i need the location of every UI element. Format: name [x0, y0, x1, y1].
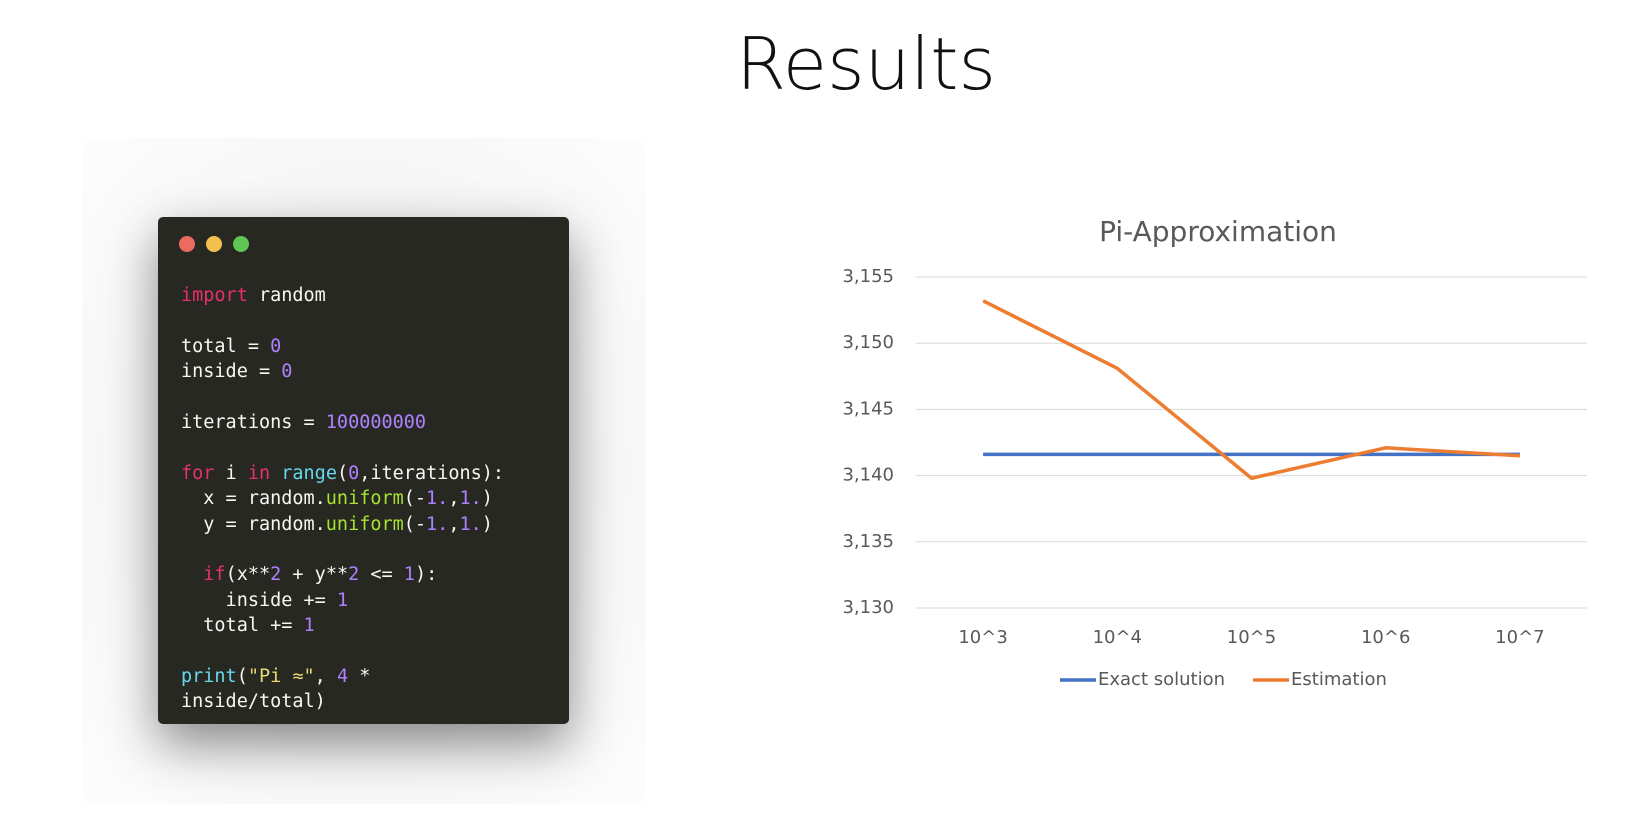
code-token: ,: [448, 513, 460, 535]
code-token: 1.: [459, 513, 482, 535]
code-token: 1.: [426, 513, 449, 535]
code-window: import random total = 0 inside = 0 iteratio…: [158, 217, 569, 724]
code-token: 1.: [426, 488, 449, 510]
code-token: 1: [403, 564, 415, 586]
code-token: 1.: [459, 488, 482, 510]
y-tick-label: 3,135: [842, 531, 894, 552]
code-token: import: [181, 285, 248, 306]
code-token: 1: [303, 615, 315, 637]
x-tick-label: 10^5: [1227, 627, 1276, 648]
window-dot: [206, 236, 222, 252]
code-token: (x**: [225, 564, 271, 586]
code-line: x = random.uniform(-1.,1.): [181, 486, 504, 511]
code-token: inside +=: [181, 589, 337, 611]
code-token: ):: [414, 564, 438, 586]
code-token: (: [336, 462, 349, 484]
code-token: in: [247, 462, 271, 484]
code-line: iterations = 100000000: [181, 410, 504, 435]
code-token: y = random.: [181, 513, 326, 535]
code-token: 2: [270, 564, 282, 586]
x-tick-label: 10^6: [1361, 627, 1410, 648]
code-token: "Pi ≈": [247, 665, 315, 687]
code: import random total = 0 inside = 0 iteratio…: [181, 283, 504, 715]
y-tick-label: 3,150: [842, 332, 894, 353]
slide-title: Results: [736, 22, 996, 106]
code-token: iterations =: [181, 411, 326, 433]
series-line: [982, 299, 1521, 480]
code-token: ): [481, 513, 493, 535]
code-token: random: [247, 285, 326, 306]
code-line: y = random.uniform(-1.,1.): [181, 512, 504, 537]
code-line: print("Pi ≈", 4 *: [181, 664, 504, 689]
code-token: 2: [348, 564, 360, 586]
y-tick-label: 3,155: [842, 266, 894, 287]
code-token: i: [214, 462, 248, 484]
code-token: ,: [314, 665, 337, 687]
chart-title: Pi-Approximation: [1099, 215, 1337, 248]
y-tick-label: 3,140: [842, 465, 894, 486]
y-tick-label: 3,130: [842, 597, 894, 618]
code-token: 0: [281, 361, 293, 383]
code-token: inside/total): [181, 691, 326, 713]
code-line: total = 0: [181, 334, 504, 359]
y-tick-label: 3,145: [842, 398, 894, 419]
code-token: total =: [181, 335, 271, 357]
code-line: inside/total): [181, 689, 504, 714]
code-token: (: [236, 665, 248, 687]
code-token: ): [481, 488, 493, 510]
code-token: if: [203, 564, 226, 586]
legend-label: Exact solution: [1098, 669, 1225, 690]
code-line: inside = 0: [181, 359, 504, 384]
code-token: 0: [348, 462, 360, 484]
code-token: x = random.: [181, 488, 326, 510]
code-token: print: [181, 665, 237, 687]
code-token: (-: [403, 513, 427, 535]
code-line: if(x**2 + y**2 <= 1):: [181, 562, 504, 587]
code-token: 0: [270, 335, 282, 357]
code-token: 4: [336, 665, 349, 687]
code-line: inside += 1: [181, 588, 504, 613]
code-token: 1: [336, 589, 349, 611]
code-token: uniform: [325, 488, 404, 510]
code-line: for i in range(0,iterations):: [181, 461, 504, 486]
x-tick-label: 10^3: [958, 627, 1007, 648]
window-dot: [233, 236, 249, 252]
code-token: *: [348, 665, 371, 687]
x-tick-label: 10^7: [1495, 627, 1544, 648]
code-token: <=: [359, 564, 404, 586]
code-token: inside =: [181, 361, 282, 383]
code-token: (-: [403, 488, 427, 510]
legend-label: Estimation: [1291, 669, 1387, 690]
code-line: total += 1: [181, 613, 504, 638]
code-token: 100000000: [325, 411, 427, 433]
code-token: ,: [448, 488, 460, 510]
code-token: uniform: [325, 513, 404, 535]
code-token: + y**: [281, 564, 349, 586]
x-tick-label: 10^4: [1093, 627, 1142, 648]
code-line: import random: [181, 283, 504, 308]
code-token: ,iterations):: [359, 462, 505, 484]
code-token: for: [181, 462, 215, 484]
window-dot: [179, 236, 195, 252]
code-token: total +=: [181, 615, 304, 637]
code-token: range: [281, 462, 337, 484]
